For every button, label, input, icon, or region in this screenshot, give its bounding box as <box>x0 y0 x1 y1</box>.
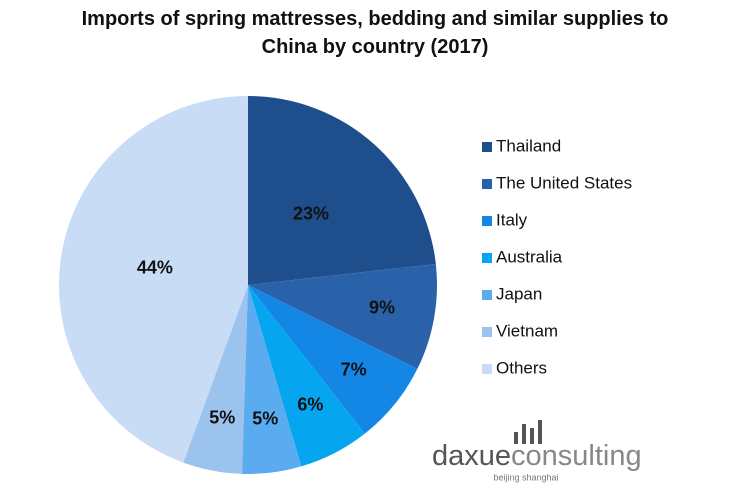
legend-text: Others <box>496 358 547 377</box>
slice <box>248 96 436 285</box>
legend-text: The United States <box>496 173 632 192</box>
slice-label: 5% <box>209 407 235 427</box>
slice-label: 44% <box>137 257 173 277</box>
logo-bar <box>514 432 518 444</box>
slice-label: 7% <box>341 360 367 380</box>
slice <box>59 96 249 463</box>
legend-swatch <box>482 253 492 263</box>
slice-label: 5% <box>252 409 278 429</box>
logo-bar <box>522 424 526 444</box>
legend-swatch <box>482 290 492 300</box>
chart-title: Imports of spring mattresses, bedding an… <box>82 8 669 58</box>
slice <box>248 264 438 369</box>
logo-suffix: consulting <box>511 440 642 472</box>
slice-label: 23% <box>293 203 329 223</box>
slice <box>248 285 365 467</box>
slice <box>183 285 248 474</box>
slice-label: 6% <box>297 395 323 415</box>
legend-swatch <box>482 142 492 152</box>
legend-text: Australia <box>496 247 563 266</box>
legend-swatch <box>482 179 492 189</box>
legend-swatch <box>482 216 492 226</box>
logo-text: daxueconsulting <box>432 440 642 472</box>
logo: daxueconsulting beijing shanghai <box>432 420 642 482</box>
logo-brand: daxue <box>432 440 511 472</box>
slice <box>248 285 418 434</box>
legend-text: Vietnam <box>496 321 558 340</box>
slice <box>242 285 302 474</box>
legend-swatch <box>482 327 492 337</box>
slice-label: 9% <box>369 297 395 317</box>
legend-swatch <box>482 364 492 374</box>
legend-text: Thailand <box>496 136 561 155</box>
logo-bar <box>530 428 534 444</box>
logo-bar <box>538 420 542 444</box>
legend-text: Italy <box>496 210 528 229</box>
logo-tagline: beijing shanghai <box>493 472 558 482</box>
legend-text: Japan <box>496 284 542 303</box>
